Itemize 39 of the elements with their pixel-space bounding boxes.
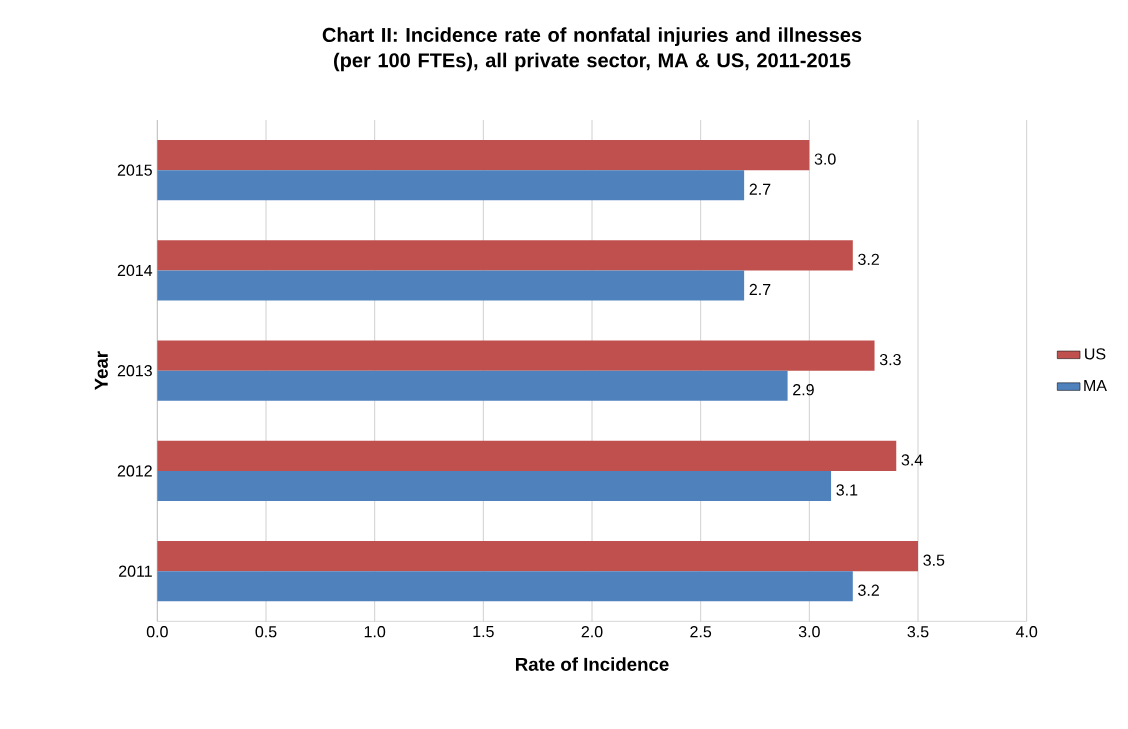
data-label: 3.0 xyxy=(814,153,836,165)
bar xyxy=(157,440,897,471)
y-axis-title: Year xyxy=(94,351,108,390)
y-tick-label: 2013 xyxy=(117,364,152,377)
bar xyxy=(157,270,745,301)
x-tick-label: 1.5 xyxy=(473,625,494,638)
bar xyxy=(157,540,918,572)
legend-label: MA xyxy=(1084,379,1107,391)
x-tick-label: 2.0 xyxy=(581,625,603,638)
x-tick-label: 3.5 xyxy=(907,625,929,638)
data-label: 3.2 xyxy=(858,584,879,596)
data-label: 3.4 xyxy=(901,454,923,466)
bar xyxy=(157,340,875,371)
x-tick-label: 1.0 xyxy=(364,625,386,638)
data-label: 3.5 xyxy=(923,554,945,566)
data-label: 2.9 xyxy=(793,383,814,396)
bar xyxy=(157,571,853,602)
legend-label: US xyxy=(1085,348,1106,360)
bar xyxy=(157,240,853,271)
x-tick-label: 4.0 xyxy=(1015,625,1038,638)
x-tick-label: 3.0 xyxy=(798,625,820,638)
x-tick-label: 2.5 xyxy=(690,625,712,638)
bar xyxy=(157,470,832,501)
data-label: 3.1 xyxy=(836,484,858,496)
data-label: 3.3 xyxy=(879,353,901,366)
x-axis-title: Rate of Incidence xyxy=(515,657,669,671)
y-tick-label: 2011 xyxy=(119,565,152,577)
bar xyxy=(157,169,745,201)
data-label: 2.7 xyxy=(749,183,771,195)
data-label: 3.2 xyxy=(858,253,879,265)
x-tick-label: 0.5 xyxy=(255,625,277,638)
y-tick-label: 2015 xyxy=(117,164,152,176)
bar xyxy=(157,139,810,170)
bar xyxy=(157,370,788,401)
x-tick-label: 0.0 xyxy=(146,625,168,638)
data-label: 2.7 xyxy=(749,283,771,295)
chart-title: Chart II: Incidence rate of nonfatal injuries and illnesses (per 100 FTEs), all private sector, MA & US, 2011-2015 xyxy=(322,27,862,72)
y-tick-label: 2014 xyxy=(117,264,153,276)
y-tick-label: 2012 xyxy=(117,465,152,477)
